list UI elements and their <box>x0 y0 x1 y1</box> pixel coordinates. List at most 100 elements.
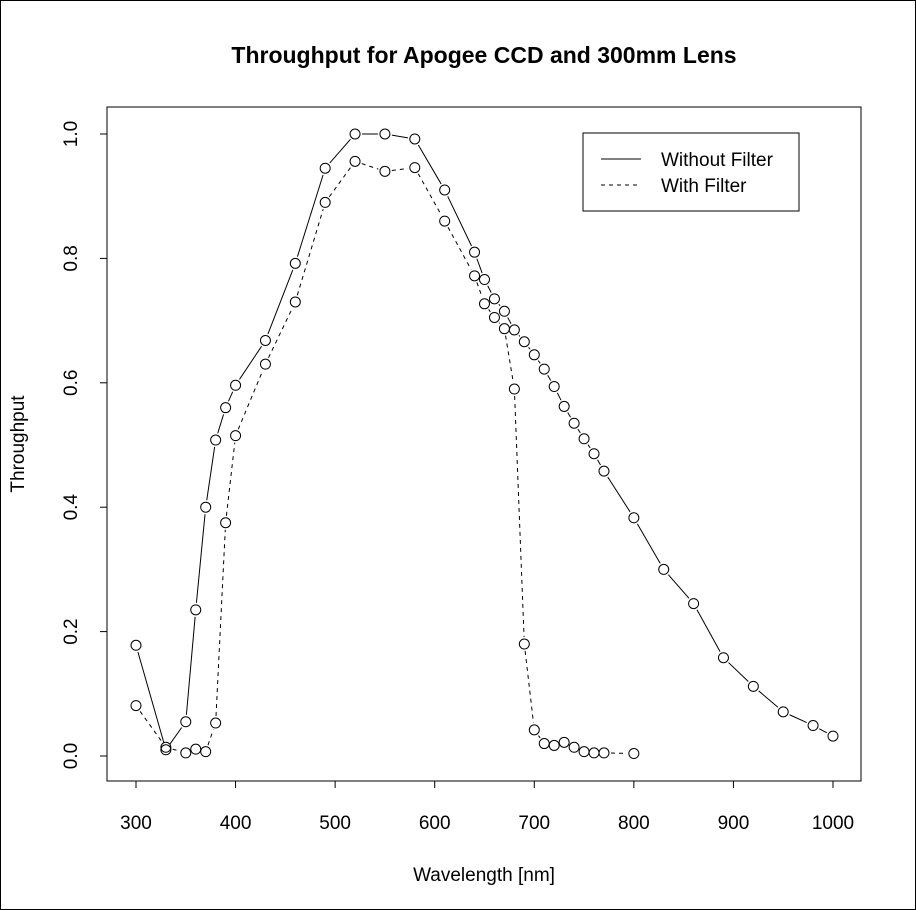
series-segment-without-filter <box>819 728 828 734</box>
x-tick-label: 600 <box>419 813 451 834</box>
series-segment-without-filter <box>597 459 601 466</box>
series-segment-without-filter <box>567 412 571 418</box>
data-point-without-filter <box>488 293 500 305</box>
data-point-with-filter <box>528 724 540 736</box>
x-tick-label: 800 <box>618 813 650 834</box>
data-point-with-filter <box>210 717 222 729</box>
data-point-without-filter <box>349 128 361 140</box>
data-point-without-filter <box>688 598 700 610</box>
series-segment-without-filter <box>607 476 631 513</box>
series-segment-with-filter <box>537 735 541 739</box>
data-point-without-filter <box>827 730 839 742</box>
series-segment-without-filter <box>537 360 541 364</box>
data-point-without-filter <box>578 433 590 445</box>
data-point-without-filter <box>588 448 600 460</box>
series-segment-without-filter <box>195 514 206 603</box>
data-point-with-filter <box>409 162 421 174</box>
series-segment-without-filter <box>696 609 721 652</box>
data-point-with-filter <box>230 430 242 442</box>
series-segment-with-filter <box>505 335 514 383</box>
series-segment-with-filter <box>476 282 483 298</box>
data-point-without-filter <box>558 400 570 412</box>
data-point-without-filter <box>379 128 391 140</box>
chart-title: Throughput for Apogee CCD and 300mm Lens <box>231 42 736 68</box>
series-layer <box>130 128 839 760</box>
data-point-with-filter <box>180 747 192 759</box>
data-point-without-filter <box>180 716 192 728</box>
series-segment-without-filter <box>507 317 512 324</box>
data-point-without-filter <box>598 465 610 477</box>
data-point-without-filter <box>568 417 580 429</box>
data-point-without-filter <box>478 274 490 286</box>
series-segment-with-filter <box>328 166 352 198</box>
y-axis-label: Throughput <box>8 395 29 493</box>
series-segment-without-filter <box>137 651 165 744</box>
data-point-with-filter <box>200 746 212 758</box>
series-segment-without-filter <box>528 347 531 350</box>
series-segment-with-filter <box>361 163 379 170</box>
x-axis-label: Wavelength [nm] <box>413 865 555 886</box>
data-point-without-filter <box>548 381 560 393</box>
data-point-without-filter <box>130 639 142 651</box>
x-axis: 300 400 500 600 700 800 900 1000 <box>120 780 854 834</box>
series-segment-with-filter <box>237 370 264 430</box>
data-point-with-filter <box>469 270 481 282</box>
series-segment-with-filter <box>498 322 501 324</box>
series-segment-without-filter <box>498 303 501 307</box>
data-point-with-filter <box>598 747 610 759</box>
series-segment-without-filter <box>185 616 196 715</box>
series-segment-with-filter <box>207 729 214 746</box>
data-point-with-filter <box>289 296 301 308</box>
data-point-with-filter <box>568 741 580 753</box>
data-point-with-filter <box>548 739 560 751</box>
series-segment-without-filter <box>728 662 749 682</box>
y-tick-label: 0.8 <box>61 245 82 271</box>
legend: Without Filter With Filter <box>582 132 800 212</box>
legend-label-with-filter: With Filter <box>661 176 747 197</box>
x-tick-label: 900 <box>718 813 750 834</box>
data-point-without-filter <box>508 324 520 336</box>
series-segment-without-filter <box>206 446 216 501</box>
series-segment-with-filter <box>225 442 236 516</box>
series-segment-without-filter <box>169 727 183 745</box>
data-point-with-filter <box>439 215 451 227</box>
data-point-without-filter <box>439 184 451 196</box>
series-segment-without-filter <box>329 138 351 164</box>
series-segment-with-filter <box>447 226 472 270</box>
series-without-filter <box>130 128 839 756</box>
series-segment-without-filter <box>667 574 690 599</box>
data-point-without-filter <box>717 652 729 664</box>
series-segment-with-filter <box>172 748 180 752</box>
data-point-without-filter <box>628 512 640 524</box>
series-segment-with-filter <box>524 650 534 723</box>
series-segment-with-filter <box>215 529 226 717</box>
data-point-with-filter <box>478 298 490 310</box>
legend-box <box>582 132 800 212</box>
data-point-with-filter <box>628 748 640 760</box>
x-tick-label: 700 <box>518 813 550 834</box>
data-point-with-filter <box>130 700 142 712</box>
data-point-without-filter <box>498 305 510 317</box>
series-segment-with-filter <box>296 208 324 296</box>
series-segment-without-filter <box>577 428 581 434</box>
data-point-without-filter <box>210 434 222 446</box>
series-segment-without-filter <box>217 414 225 434</box>
data-point-without-filter <box>747 680 759 692</box>
data-point-with-filter <box>379 165 391 177</box>
series-segment-without-filter <box>267 269 294 335</box>
data-point-without-filter <box>658 563 670 575</box>
series-segment-with-filter <box>139 711 163 742</box>
data-point-with-filter <box>558 736 570 748</box>
series-segment-without-filter <box>547 374 552 381</box>
y-axis: 0.0 0.2 0.4 0.6 0.8 1.0 <box>61 121 108 769</box>
data-point-with-filter <box>508 383 520 395</box>
data-point-with-filter <box>190 743 202 755</box>
legend-label-without-filter: Without Filter <box>661 150 774 171</box>
data-point-without-filter <box>538 363 550 375</box>
series-segment-without-filter <box>296 174 324 257</box>
series-segment-without-filter <box>228 391 234 402</box>
y-tick-label: 0.6 <box>61 370 82 396</box>
data-point-without-filter <box>220 402 232 414</box>
series-segment-without-filter <box>758 690 779 708</box>
